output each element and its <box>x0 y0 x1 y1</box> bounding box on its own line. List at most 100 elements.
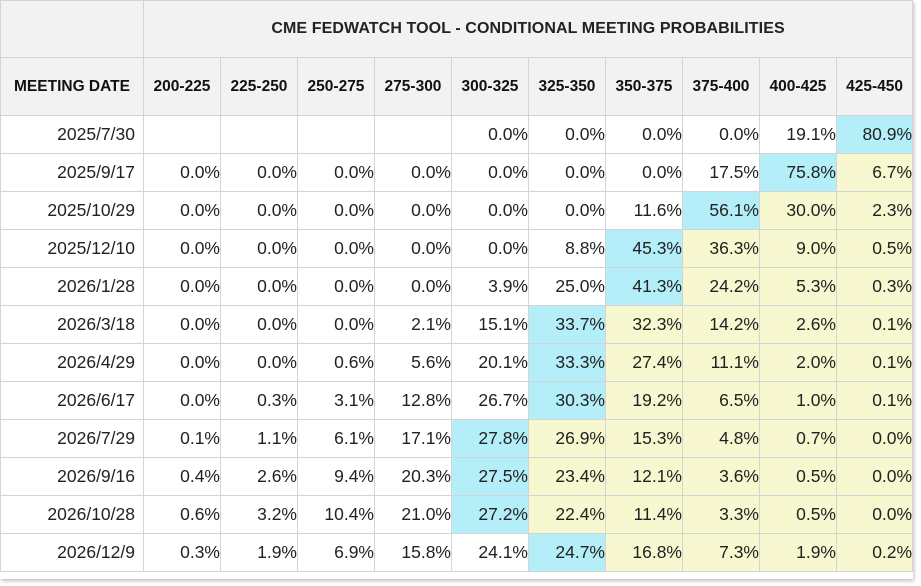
probability-cell: 0.0% <box>451 153 529 192</box>
probability-cell: 2.1% <box>374 305 452 344</box>
rate-range-header: 400-425 <box>759 57 837 116</box>
probability-cell: 0.0% <box>143 305 221 344</box>
probability-cell: 3.1% <box>297 381 375 420</box>
meeting-date-cell: 2026/6/17 <box>0 381 144 420</box>
rate-range-header: 350-375 <box>605 57 683 116</box>
probability-cell: 24.2% <box>682 267 760 306</box>
table-row: 2026/10/28 0.6% 3.2% 10.4% 21.0% 27.2% 22.4% 11… <box>0 495 914 534</box>
probability-cell: 4.8% <box>682 419 760 458</box>
probability-cell: 3.2% <box>220 495 298 534</box>
meeting-date-cell: 2026/7/29 <box>0 419 144 458</box>
probability-cell: 0.0% <box>528 191 606 230</box>
probability-cell: 0.0% <box>451 191 529 230</box>
table-title: CME FEDWATCH TOOL - CONDITIONAL MEETING … <box>142 0 914 58</box>
probability-cell: 27.2% <box>451 495 529 534</box>
probability-cell: 0.6% <box>297 343 375 382</box>
table-row: 2025/9/17 0.0% 0.0% 0.0% 0.0% 0.0% 0.0% 0.0% 17.… <box>0 153 914 192</box>
probability-cell: 21.0% <box>374 495 452 534</box>
probability-cell: 1.9% <box>759 533 837 572</box>
probability-cell: 16.8% <box>605 533 683 572</box>
probability-cell: 3.9% <box>451 267 529 306</box>
probability-cell: 0.2% <box>835 533 914 572</box>
probability-cell: 15.3% <box>605 419 683 458</box>
probability-cell: 1.0% <box>759 381 837 420</box>
probability-cell: 0.0% <box>297 153 375 192</box>
probability-cell: 0.0% <box>374 153 452 192</box>
meeting-date-cell: 2025/9/17 <box>0 153 144 192</box>
probability-cell: 11.1% <box>682 343 760 382</box>
probability-cell: 22.4% <box>528 495 606 534</box>
probability-cell: 0.0% <box>220 267 298 306</box>
probability-cell: 3.6% <box>682 457 760 496</box>
probability-cell: 0.0% <box>451 115 529 154</box>
probability-cell: 36.3% <box>682 229 760 268</box>
probability-cell: 20.3% <box>374 457 452 496</box>
probability-cell: 32.3% <box>605 305 683 344</box>
probability-cell: 3.3% <box>682 495 760 534</box>
probability-cell: 20.1% <box>451 343 529 382</box>
probability-cell: 0.0% <box>835 495 914 534</box>
probability-cell: 0.0% <box>374 267 452 306</box>
probability-cell: 30.0% <box>759 191 837 230</box>
probability-cell: 45.3% <box>605 229 683 268</box>
probability-cell: 1.9% <box>220 533 298 572</box>
rate-range-header: 300-325 <box>451 57 529 116</box>
rate-range-header: 325-350 <box>528 57 606 116</box>
table-row: 2026/3/18 0.0% 0.0% 0.0% 2.1% 15.1% 33.7% 32.3%… <box>0 305 914 344</box>
probability-table: CME FEDWATCH TOOL - CONDITIONAL MEETING … <box>0 0 914 572</box>
probability-cell: 0.1% <box>835 343 914 382</box>
probability-cell: 30.3% <box>528 381 606 420</box>
meeting-date-cell: 2026/12/9 <box>0 533 144 572</box>
probability-cell: 0.3% <box>835 267 914 306</box>
probability-cell: 0.0% <box>143 381 221 420</box>
rate-range-header: 225-250 <box>220 57 298 116</box>
probability-cell: 33.7% <box>528 305 606 344</box>
probability-cell: 0.1% <box>835 381 914 420</box>
probability-cell: 0.1% <box>835 305 914 344</box>
probability-cell: 0.0% <box>220 343 298 382</box>
meeting-date-cell: 2026/10/28 <box>0 495 144 534</box>
meeting-date-header: MEETING DATE <box>0 57 144 116</box>
probability-cell: 0.0% <box>143 153 221 192</box>
table-row: 2026/6/17 0.0% 0.3% 3.1% 12.8% 26.7% 30.3% 19.2… <box>0 381 914 420</box>
probability-cell: 0.1% <box>143 419 221 458</box>
rate-range-header: 200-225 <box>143 57 221 116</box>
column-header-row: MEETING DATE 200-225 225-250 250-275 275-30… <box>0 57 914 116</box>
probability-cell: 12.8% <box>374 381 452 420</box>
probability-cell: 0.6% <box>143 495 221 534</box>
probability-cell: 0.5% <box>835 229 914 268</box>
probability-cell: 9.0% <box>759 229 837 268</box>
meeting-date-cell: 2026/1/28 <box>0 267 144 306</box>
table-row: 2025/7/30 0.0% 0.0% 0.0% 0.0% 19.1% 80.9% <box>0 115 914 154</box>
probability-cell: 27.8% <box>451 419 529 458</box>
probability-cell: 0.0% <box>835 457 914 496</box>
probability-cell: 7.3% <box>682 533 760 572</box>
probability-cell: 11.4% <box>605 495 683 534</box>
probability-cell: 15.8% <box>374 533 452 572</box>
probability-cell: 0.3% <box>220 381 298 420</box>
probability-cell: 6.7% <box>835 153 914 192</box>
probability-cell: 17.5% <box>682 153 760 192</box>
probability-cell: 26.9% <box>528 419 606 458</box>
probability-cell: 17.1% <box>374 419 452 458</box>
probability-cell <box>374 115 452 154</box>
rate-range-header: 250-275 <box>297 57 375 116</box>
rate-range-header: 425-450 <box>835 57 914 116</box>
probability-cell <box>297 115 375 154</box>
probability-cell: 0.5% <box>759 457 837 496</box>
table-row: 2026/1/28 0.0% 0.0% 0.0% 0.0% 3.9% 25.0% 41.3% 2… <box>0 267 914 306</box>
probability-cell: 0.0% <box>528 153 606 192</box>
probability-cell: 0.0% <box>374 229 452 268</box>
probability-cell: 2.6% <box>220 457 298 496</box>
probability-cell: 0.7% <box>759 419 837 458</box>
table-row: 2026/4/29 0.0% 0.0% 0.6% 5.6% 20.1% 33.3% 27.4%… <box>0 343 914 382</box>
probability-cell: 8.8% <box>528 229 606 268</box>
corner-cell <box>0 0 144 58</box>
probability-cell: 23.4% <box>528 457 606 496</box>
meeting-date-cell: 2025/12/10 <box>0 229 144 268</box>
probability-cell: 0.0% <box>220 191 298 230</box>
table-row: 2026/7/29 0.1% 1.1% 6.1% 17.1% 27.8% 26.9% 15.3… <box>0 419 914 458</box>
probability-cell: 6.9% <box>297 533 375 572</box>
meeting-date-cell: 2025/10/29 <box>0 191 144 230</box>
probability-cell: 0.0% <box>528 115 606 154</box>
